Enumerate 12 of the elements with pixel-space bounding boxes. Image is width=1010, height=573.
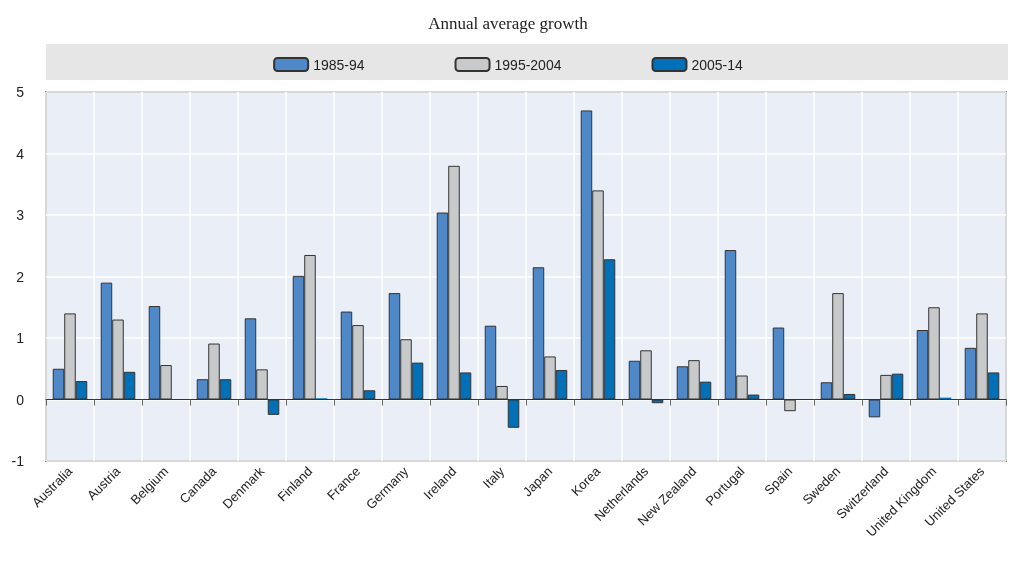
legend-label: 2005-14: [691, 56, 744, 73]
y-tick-label: 4: [16, 145, 25, 162]
y-tick-label: -1: [11, 453, 25, 469]
y-tick-label: 3: [16, 207, 25, 223]
y-tick-label: 5: [16, 84, 25, 100]
x-tick-label: Italy: [479, 463, 508, 492]
legend-label: 1985-94: [313, 56, 365, 73]
y-tick-label: 1: [16, 330, 25, 346]
y-tick-label: 0: [16, 391, 25, 408]
legend-label: 1995-2004: [494, 56, 562, 73]
chart-title: Annual average growth: [428, 14, 589, 33]
y-tick-label: 2: [16, 268, 25, 285]
